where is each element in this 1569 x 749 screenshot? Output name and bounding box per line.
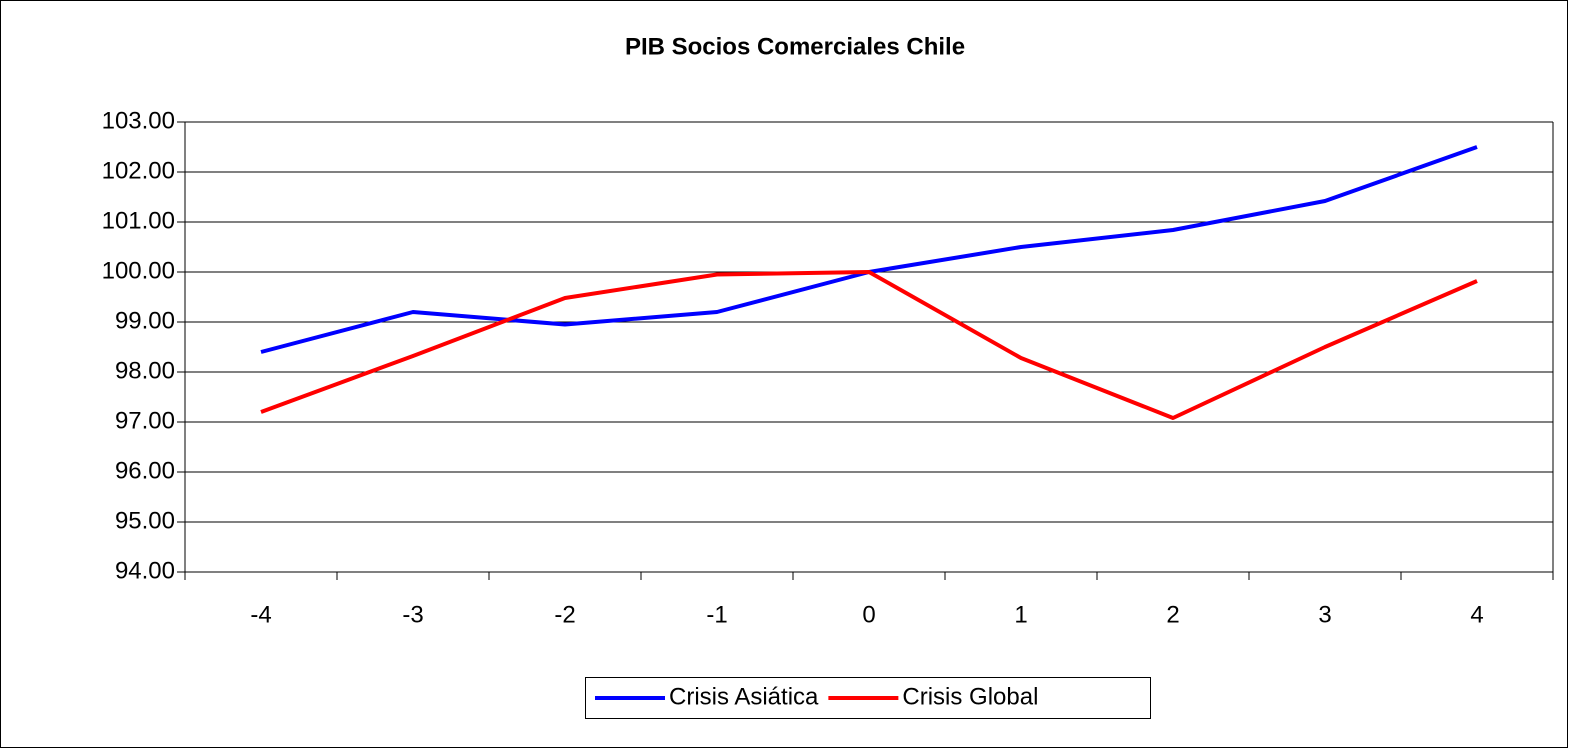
series-line bbox=[260, 270, 1478, 420]
y-tick-label: 94.00 bbox=[115, 557, 175, 584]
x-tick-label: 0 bbox=[862, 601, 875, 628]
x-tick-label: 1 bbox=[1014, 601, 1027, 628]
x-tick-label: -3 bbox=[402, 601, 423, 628]
y-tick-label: 103.00 bbox=[102, 107, 175, 134]
x-tick-label: 2 bbox=[1166, 601, 1179, 628]
x-tick-label: 4 bbox=[1470, 601, 1483, 628]
y-tick-label: 99.00 bbox=[115, 307, 175, 334]
chart-title: PIB Socios Comerciales Chile bbox=[625, 33, 965, 60]
x-tick-label: -4 bbox=[250, 601, 271, 628]
y-tick-label: 96.00 bbox=[115, 457, 175, 484]
y-tick-label: 102.00 bbox=[102, 157, 175, 184]
x-tick-label: 3 bbox=[1318, 601, 1331, 628]
legend-label: Crisis Global bbox=[902, 683, 1038, 710]
y-tick-label: 97.00 bbox=[115, 407, 175, 434]
x-tick-label: -2 bbox=[554, 601, 575, 628]
y-tick-label: 98.00 bbox=[115, 357, 175, 384]
y-tick-label: 101.00 bbox=[102, 207, 175, 234]
y-tick-label: 95.00 bbox=[115, 507, 175, 534]
legend-label: Crisis Asiática bbox=[669, 683, 819, 710]
x-tick-label: -1 bbox=[706, 601, 727, 628]
y-tick-label: 100.00 bbox=[102, 257, 175, 284]
